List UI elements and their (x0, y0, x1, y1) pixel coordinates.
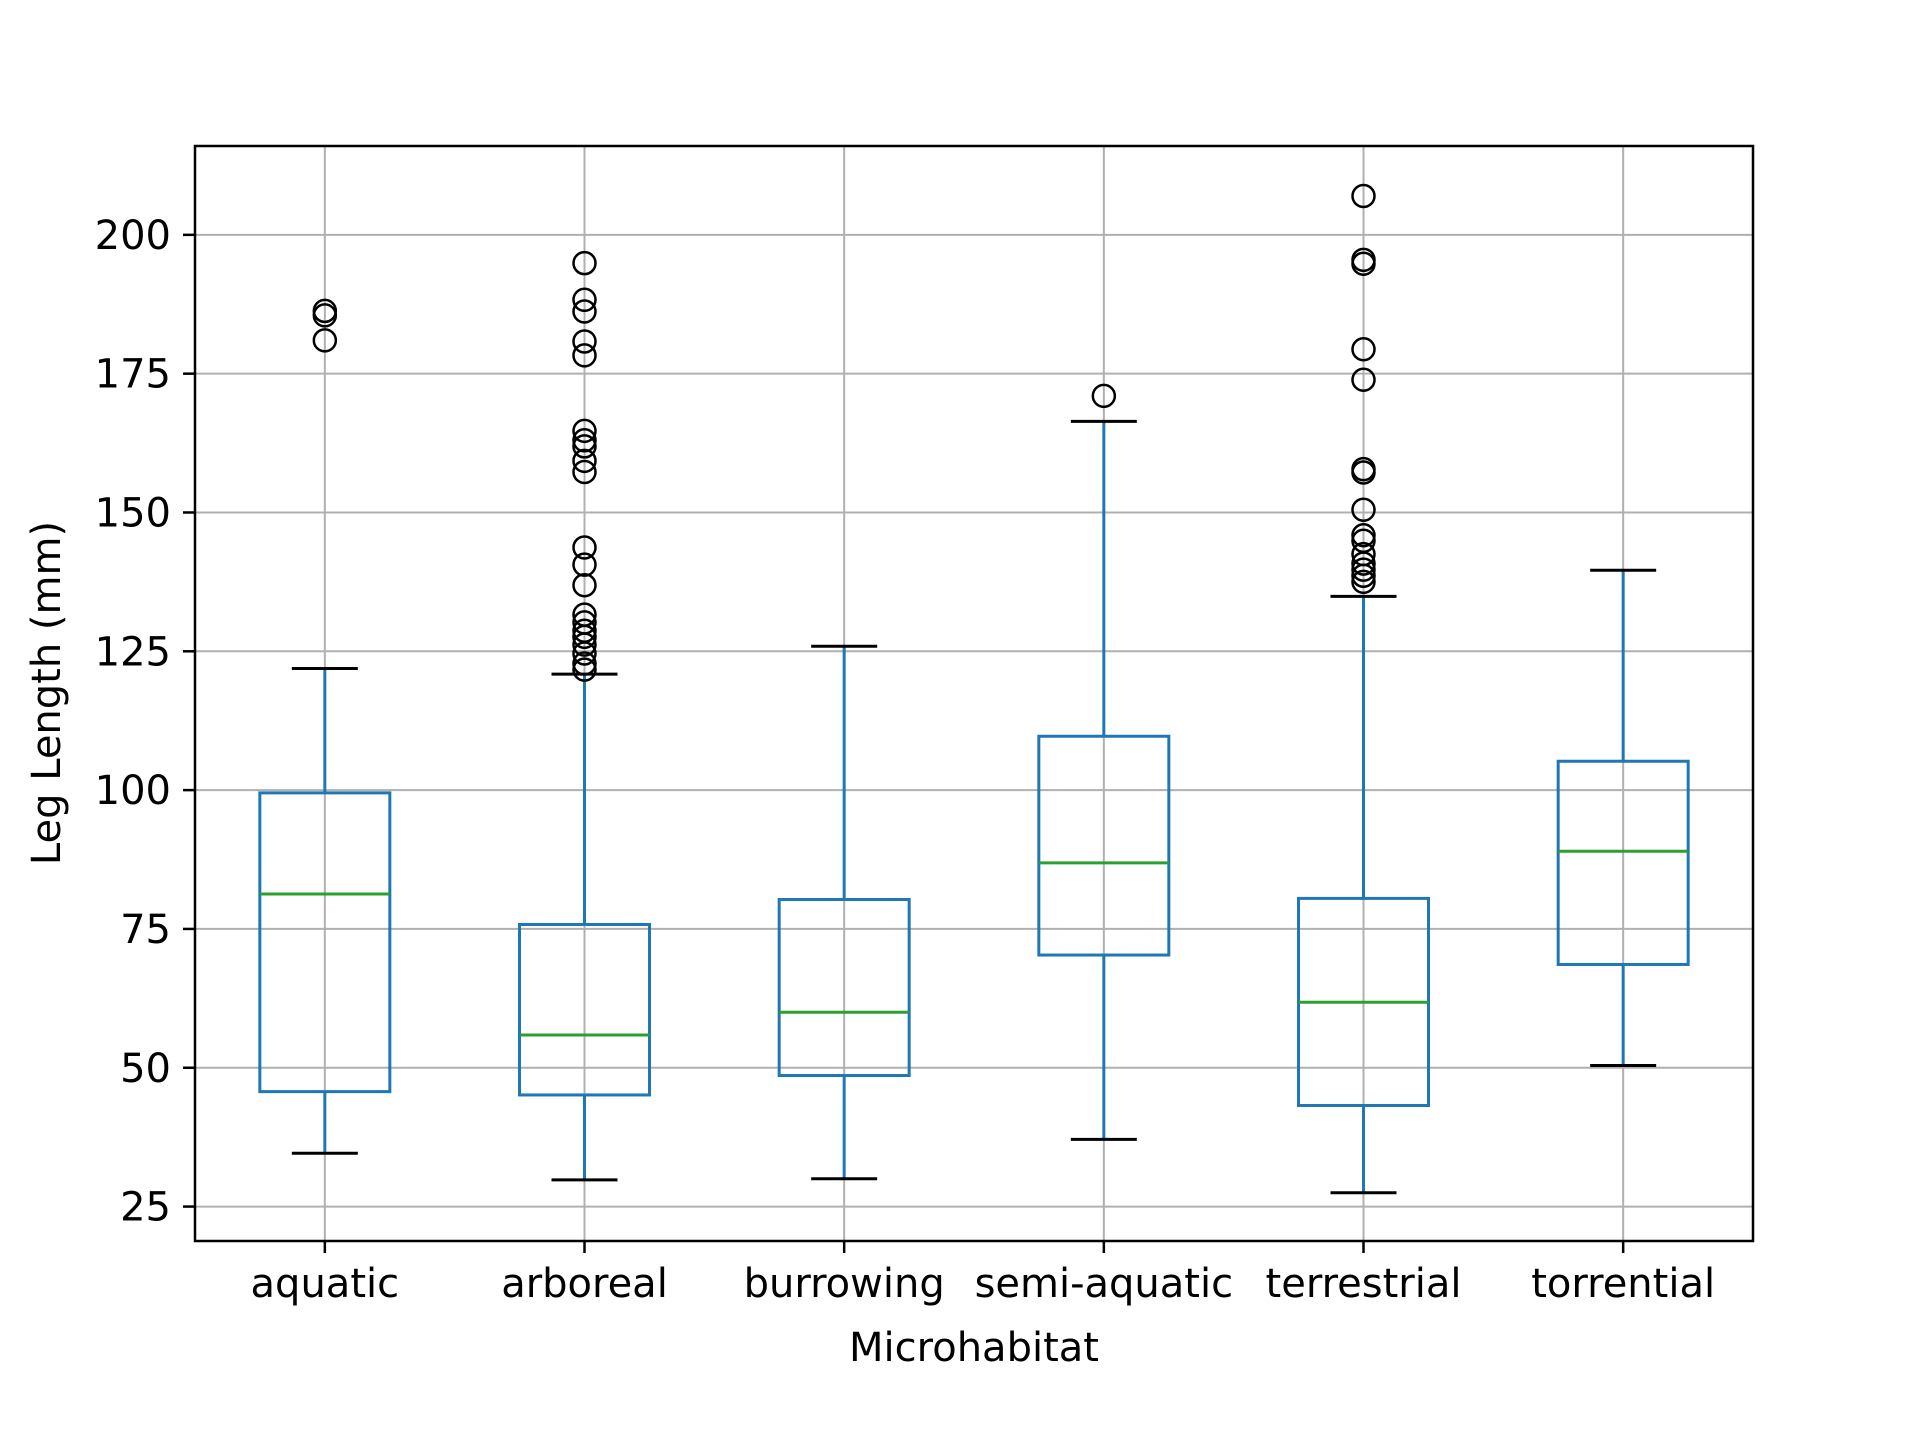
x-tick-label-aquatic: aquatic (251, 1261, 400, 1307)
outlier-point (572, 572, 597, 598)
x-tick-label-torrential: torrential (1531, 1261, 1715, 1307)
y-tick-label: 150 (95, 490, 171, 536)
outlier-point (572, 287, 597, 313)
box-group-torrential (1556, 568, 1690, 1068)
outlier-point (572, 428, 597, 453)
y-tick-label: 75 (120, 907, 171, 953)
outlier-point (1351, 497, 1376, 522)
box-group-arboreal (518, 250, 651, 1182)
outlier-point (1351, 541, 1376, 567)
outlier-point (1351, 367, 1376, 393)
y-tick-label: 25 (120, 1185, 171, 1231)
outlier-point (1351, 456, 1376, 482)
outlier-point (572, 651, 597, 676)
outlier-point (1351, 183, 1376, 209)
outlier-point (572, 448, 597, 474)
outlier-point (1351, 569, 1376, 595)
outlier-point (572, 535, 597, 560)
y-tick-label: 100 (95, 768, 171, 814)
plot-area-frame (193, 144, 1755, 1243)
iqr-box (1556, 759, 1690, 966)
x-tick-label-terrestrial: terrestrial (1266, 1261, 1462, 1307)
outlier-point (1351, 522, 1376, 548)
outlier-point (572, 618, 597, 644)
outlier-point (1351, 528, 1376, 554)
outlier-point (1351, 336, 1376, 362)
outlier-point (312, 328, 338, 353)
grid-lines (195, 146, 1753, 1241)
y-tick-label: 50 (120, 1046, 171, 1092)
outlier-point (572, 329, 597, 354)
x-axis-label: Microhabitat (849, 1325, 1099, 1371)
outlier-point (572, 299, 597, 324)
box-group-burrowing (777, 644, 911, 1181)
box-series (258, 183, 1690, 1195)
outlier-point (572, 434, 597, 459)
axis-ticks: 25 50 75 100 125 150 175 200 aquatic arboreal burr… (95, 213, 1715, 1307)
outlier-point (572, 459, 597, 485)
outlier-point (572, 250, 597, 276)
y-tick-label: 125 (95, 629, 171, 675)
y-tick-label: 200 (95, 213, 171, 259)
outlier-point (1351, 557, 1376, 582)
x-tick-label-arboreal: arboreal (501, 1261, 668, 1307)
y-tick-label: 175 (95, 352, 171, 398)
iqr-box (1037, 734, 1171, 957)
y-axis-label: Leg Length (mm) (24, 521, 70, 865)
outlier-point (572, 343, 597, 368)
outlier-point (572, 610, 597, 635)
box-group-terrestrial (1297, 183, 1430, 1195)
outlier-point (1351, 247, 1376, 273)
box-group-aquatic (258, 298, 392, 1155)
outlier-point (572, 602, 597, 627)
outlier-point (1091, 383, 1117, 409)
outlier-point (312, 298, 338, 324)
iqr-box (518, 922, 651, 1097)
outlier-point (572, 552, 597, 577)
box-group-semi-aquatic (1037, 383, 1171, 1141)
iqr-box (777, 898, 911, 1078)
x-tick-label-burrowing: burrowing (744, 1261, 945, 1307)
x-tick-label-semi-aquatic: semi-aquatic (975, 1261, 1234, 1307)
iqr-box (258, 791, 392, 1094)
outlier-point (572, 418, 597, 444)
outlier-point (572, 657, 597, 682)
